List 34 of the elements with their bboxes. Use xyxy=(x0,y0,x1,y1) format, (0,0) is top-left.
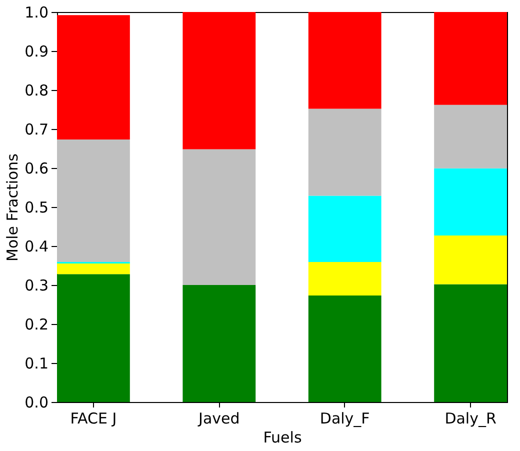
y-tick-label: 0.2 xyxy=(24,316,48,334)
bar xyxy=(308,196,382,262)
bar xyxy=(308,108,382,196)
y-tick-label: 0.9 xyxy=(24,42,48,60)
y-tick-label: 0.5 xyxy=(24,198,48,216)
bar xyxy=(434,104,507,168)
x-tick-label: Daly_F xyxy=(320,410,370,428)
y-tick-label: 0.8 xyxy=(24,82,48,100)
bar xyxy=(57,15,130,140)
y-tick-label: 0.4 xyxy=(24,238,48,256)
y-tick-label: 1.0 xyxy=(24,4,48,22)
bar xyxy=(308,296,382,402)
bar xyxy=(57,140,130,262)
bar xyxy=(308,262,382,296)
x-tick-label: Daly_R xyxy=(444,410,496,428)
bar xyxy=(308,12,382,109)
bar xyxy=(182,12,256,150)
bar xyxy=(434,235,507,284)
bar xyxy=(57,274,130,402)
bar xyxy=(434,284,507,402)
y-axis-title: Mole Fractions xyxy=(4,153,22,262)
y-tick-label: 0.0 xyxy=(24,394,48,412)
bar xyxy=(182,149,256,285)
y-tick-label: 0.7 xyxy=(24,120,48,138)
x-axis-title: Fuels xyxy=(263,428,302,446)
y-tick-label: 0.3 xyxy=(24,276,48,294)
y-tick-label: 0.1 xyxy=(24,354,48,372)
bar xyxy=(182,285,256,402)
x-tick-label: FACE J xyxy=(70,410,117,428)
bar xyxy=(434,12,507,105)
y-tick-label: 0.6 xyxy=(24,160,48,178)
x-tick-label: Javed xyxy=(198,410,240,428)
bar xyxy=(57,264,130,274)
bar xyxy=(434,168,507,236)
